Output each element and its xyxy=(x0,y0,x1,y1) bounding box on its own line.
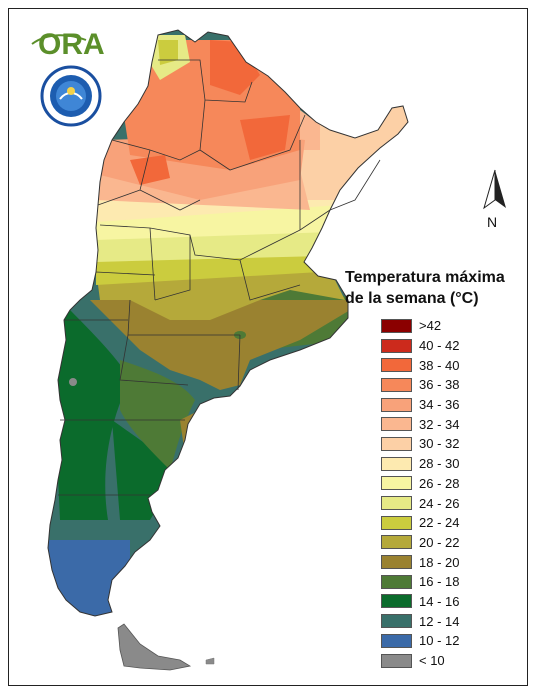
legend-swatch xyxy=(381,377,412,392)
legend-swatch xyxy=(381,318,412,333)
legend-swatch xyxy=(381,594,412,609)
legend-item: >42 xyxy=(381,316,530,336)
legend-label: 24 - 26 xyxy=(419,495,460,511)
legend-swatch xyxy=(381,496,412,511)
legend-swatch xyxy=(381,653,412,668)
legend-label: 20 - 22 xyxy=(419,534,460,550)
legend-swatch xyxy=(381,555,412,570)
legend-label: 12 - 14 xyxy=(419,613,460,629)
legend-list: >42 40 - 42 38 - 40 36 - 38 34 - 36 32 - 34 30… xyxy=(381,316,530,670)
legend-label: < 10 xyxy=(419,653,445,669)
legend-item: 20 - 22 xyxy=(381,533,530,553)
ora-logo-text: ORA xyxy=(38,28,104,58)
legend-title-line-1: Temperatura máxima xyxy=(345,269,505,286)
legend-swatch xyxy=(381,515,412,530)
legend-item: 34 - 36 xyxy=(381,395,530,415)
legend-item: 24 - 26 xyxy=(381,493,530,513)
ora-logo: ORA xyxy=(30,28,105,61)
legend-item: 38 - 40 xyxy=(381,355,530,375)
legend-item: 12 - 14 xyxy=(381,611,530,631)
legend-label: 14 - 16 xyxy=(419,593,460,609)
tierra-del-fuego xyxy=(117,623,192,671)
legend-item: 32 - 34 xyxy=(381,414,530,434)
legend-swatch xyxy=(381,358,412,373)
legend-swatch xyxy=(381,417,412,432)
legend-title: Temperatura máxima de la semana (°C) xyxy=(345,267,530,309)
legend-label: 26 - 28 xyxy=(419,475,460,491)
north-arrow-label: N xyxy=(487,214,498,230)
legend-swatch xyxy=(381,633,412,648)
legend-swatch xyxy=(381,436,412,451)
legend-swatch xyxy=(381,614,412,629)
legend-label: 16 - 18 xyxy=(419,574,460,590)
legend-label: 18 - 20 xyxy=(419,554,460,570)
legend-item: 14 - 16 xyxy=(381,592,530,612)
legend-label: 10 - 12 xyxy=(419,633,460,649)
legend-item: 36 - 38 xyxy=(381,375,530,395)
province-borders xyxy=(58,59,381,496)
legend-item: 30 - 32 xyxy=(381,434,530,454)
legend-item: 26 - 28 xyxy=(381,474,530,494)
legend-swatch xyxy=(381,476,412,491)
legend: Temperatura máxima de la semana (°C) >42… xyxy=(345,267,530,670)
legend-label: 40 - 42 xyxy=(419,338,460,354)
legend-swatch xyxy=(381,456,412,471)
legend-item: 10 - 12 xyxy=(381,631,530,651)
legend-item: 28 - 30 xyxy=(381,454,530,474)
smn-seal-logo xyxy=(40,65,102,127)
legend-item: 22 - 24 xyxy=(381,513,530,533)
legend-swatch xyxy=(381,338,412,353)
legend-label: 32 - 34 xyxy=(419,416,460,432)
country-outline xyxy=(47,29,409,617)
legend-item: < 10 xyxy=(381,651,530,671)
legend-label: >42 xyxy=(419,318,442,334)
legend-label: 30 - 32 xyxy=(419,436,460,452)
legend-label: 38 - 40 xyxy=(419,357,460,373)
legend-item: 16 - 18 xyxy=(381,572,530,592)
legend-label: 34 - 36 xyxy=(419,397,460,413)
legend-swatch xyxy=(381,535,412,550)
legend-label: 22 - 24 xyxy=(419,515,460,531)
legend-item: 18 - 20 xyxy=(381,552,530,572)
legend-swatch xyxy=(381,574,412,589)
legend-label: 28 - 30 xyxy=(419,456,460,472)
legend-label: 36 - 38 xyxy=(419,377,460,393)
malvinas-spot xyxy=(205,657,215,665)
legend-title-line-2: de la semana (°C) xyxy=(345,290,479,307)
legend-item: 40 - 42 xyxy=(381,336,530,356)
north-arrow-icon xyxy=(480,168,510,230)
legend-swatch xyxy=(381,397,412,412)
